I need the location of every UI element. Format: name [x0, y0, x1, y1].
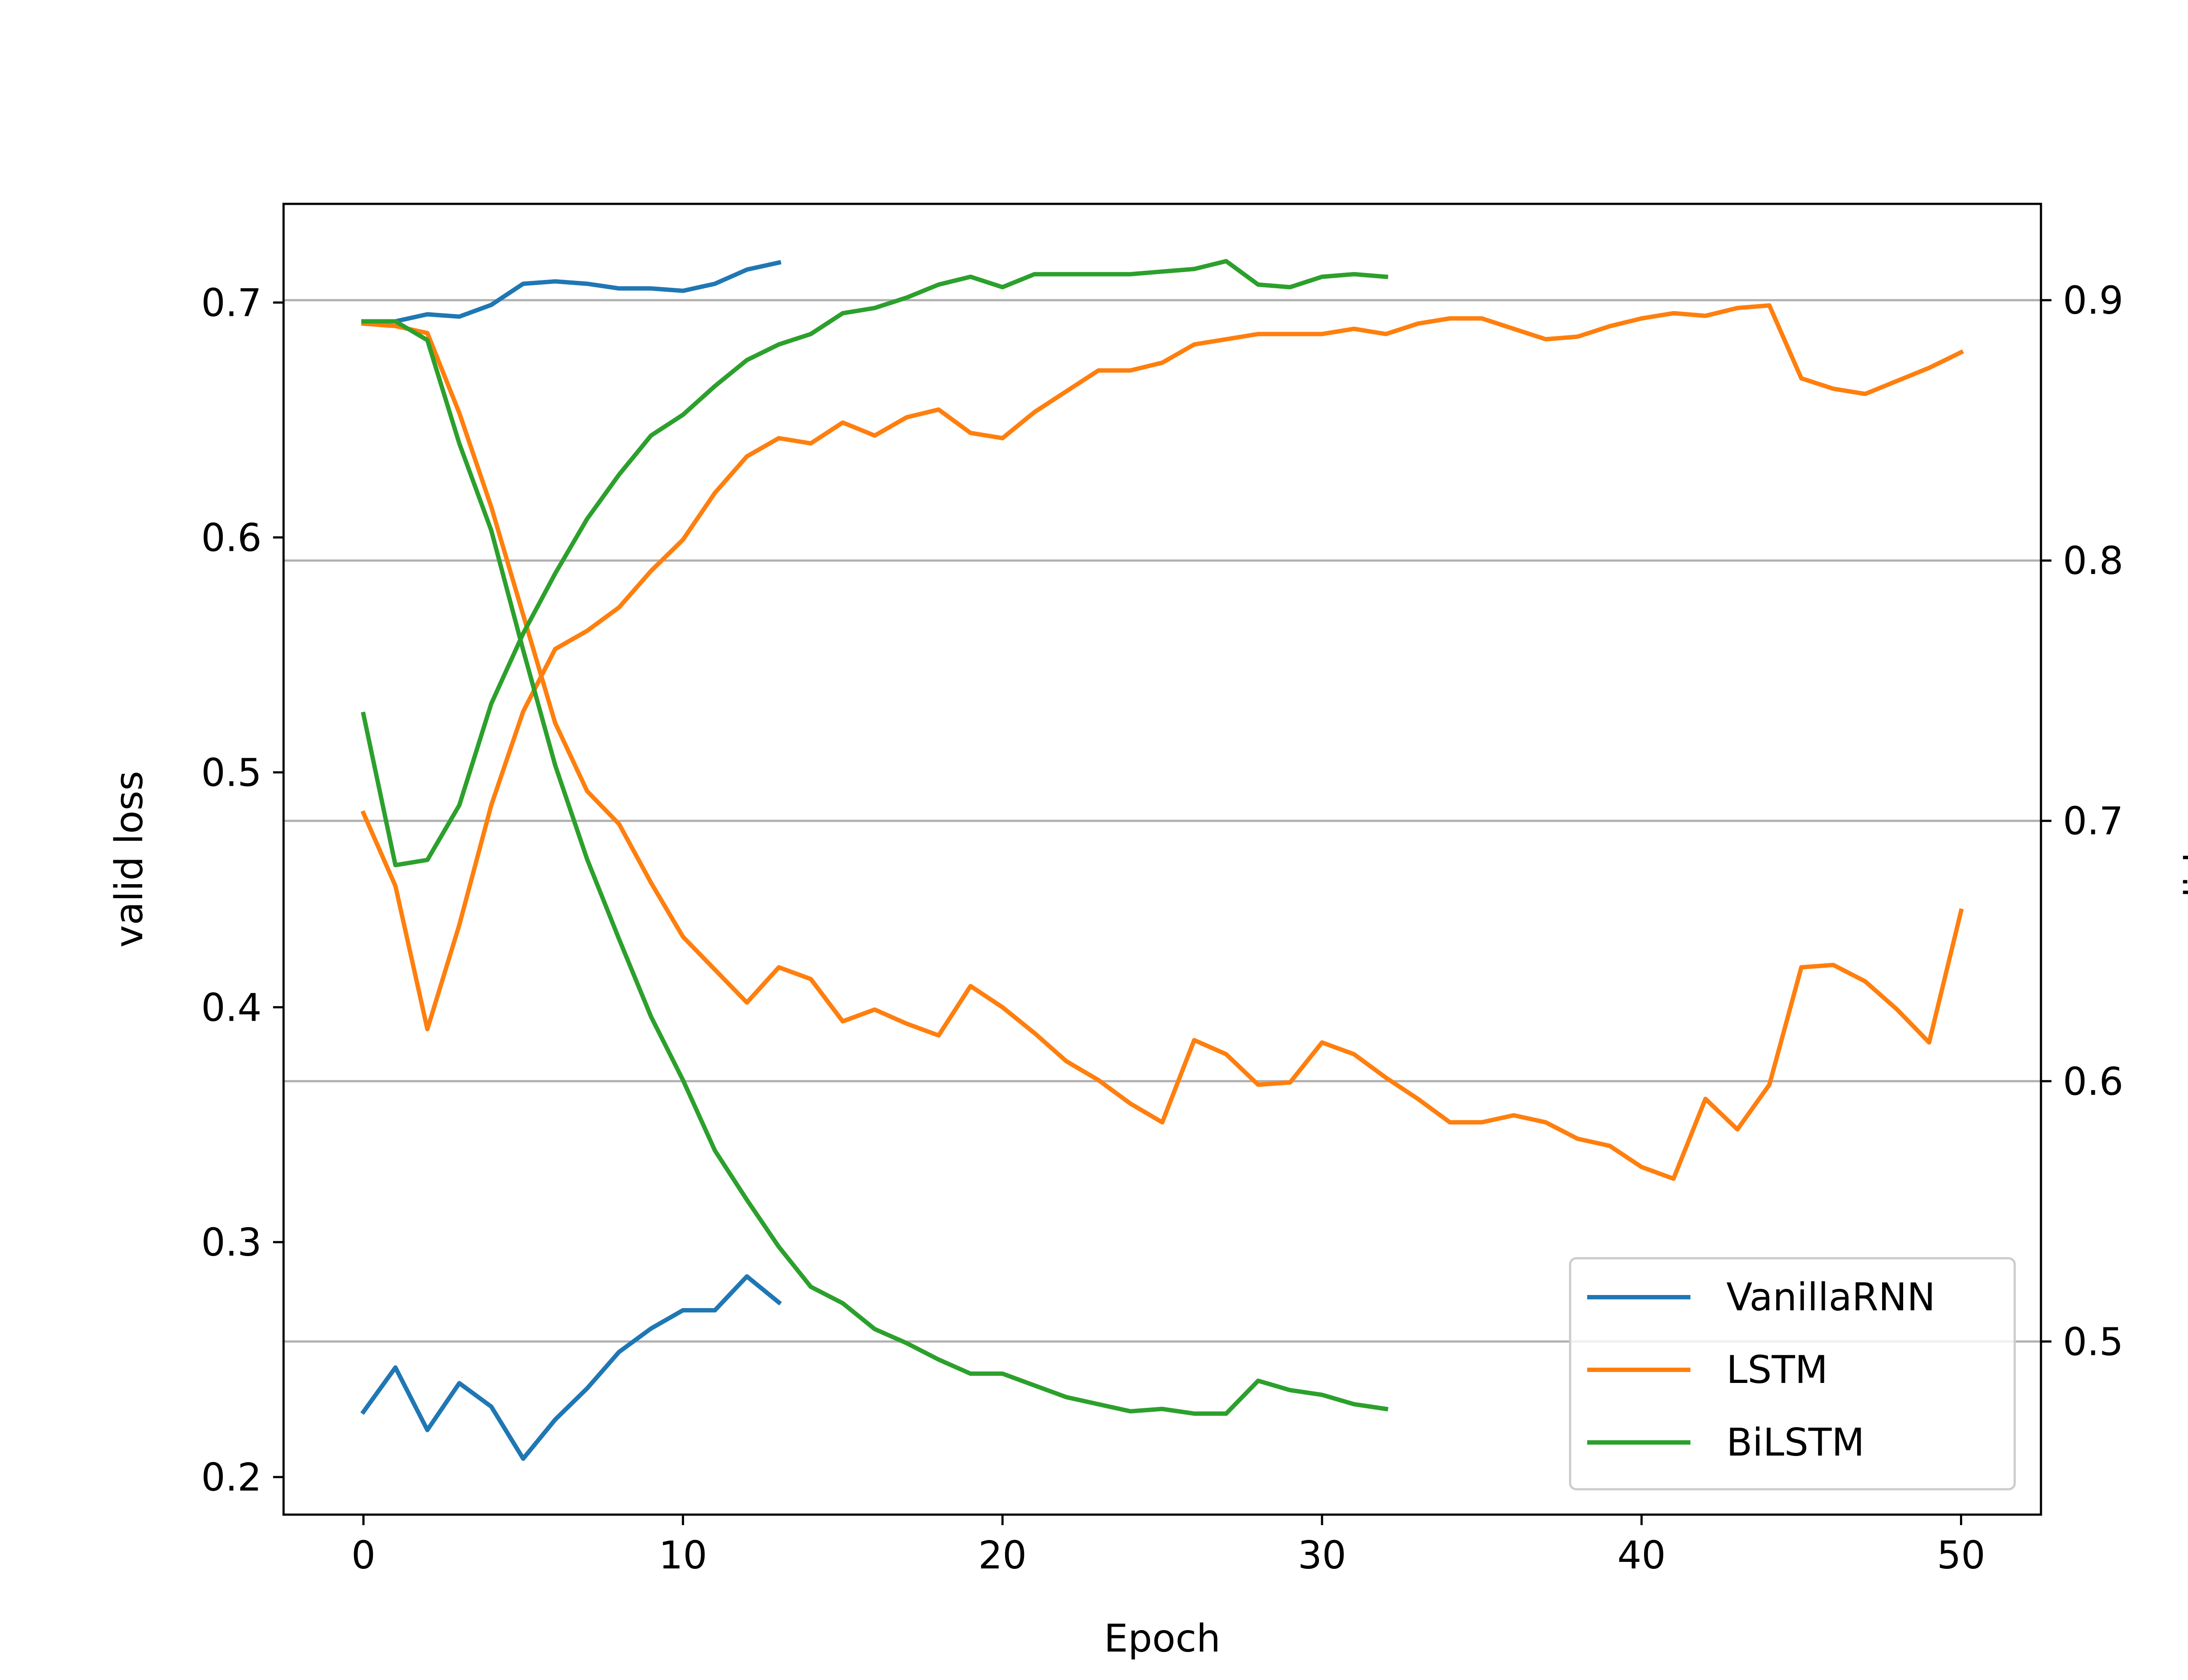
x-tick-label: 50: [1937, 1533, 1985, 1578]
x-axis-label: Epoch: [1104, 1616, 1220, 1661]
series-line-vanillarnn-acc: [360, 1274, 782, 1461]
legend-frame: [1569, 1257, 2016, 1491]
right-tick-label: 0.5: [2063, 1320, 2123, 1364]
x-tick-label: 40: [1617, 1533, 1666, 1578]
left-tick-label: 0.6: [201, 515, 262, 560]
series-line-bilstm-loss: [361, 319, 1389, 1416]
left-tick-label: 0.2: [201, 1455, 262, 1500]
legend-label-bilstm: BiLSTM: [1726, 1420, 1865, 1465]
series-line-vanillarnn-loss: [361, 260, 782, 324]
legend-entry-lstm: LSTM: [1587, 1348, 1828, 1392]
legend-entry-vanillarnn: VanillaRNN: [1587, 1275, 1936, 1320]
series-layer: [360, 259, 1964, 1461]
series-line-lstm-loss: [361, 321, 1964, 1181]
x-tick-label: 10: [659, 1533, 707, 1578]
legend-entry-bilstm: BiLSTM: [1587, 1420, 1865, 1465]
left-tick-label: 0.4: [201, 985, 262, 1030]
right-tick-label: 0.6: [2063, 1059, 2123, 1104]
series-line-lstm-acc: [360, 303, 1964, 1032]
legend-label-vanillarnn: VanillaRNN: [1726, 1275, 1936, 1320]
series-line-bilstm-acc: [361, 259, 1389, 868]
y-axis-label-right: valid acc: [2177, 775, 2188, 943]
right-tick-label: 0.8: [2063, 539, 2123, 583]
plot-frame: [282, 203, 2042, 1516]
x-tick-label: 0: [351, 1533, 375, 1578]
ticks-layer: 0 10 20 30 40 50 0.2 0.3 0.4 0.5 0.6 0.7 0.5 0.6 0.7 0.…: [201, 278, 2124, 1578]
legend-label-lstm: LSTM: [1726, 1348, 1828, 1392]
right-tick-label: 0.9: [2063, 278, 2123, 323]
legend: VanillaRNN LSTM BiLSTM: [1569, 1257, 2016, 1491]
x-tick-label: 20: [978, 1533, 1027, 1578]
left-tick-label: 0.7: [201, 281, 262, 326]
right-tick-label: 0.7: [2063, 799, 2123, 844]
x-tick-label: 30: [1298, 1533, 1346, 1578]
left-tick-label: 0.3: [201, 1220, 262, 1265]
left-tick-label: 0.5: [201, 750, 262, 795]
y-axis-label-left: valid loss: [107, 771, 151, 948]
